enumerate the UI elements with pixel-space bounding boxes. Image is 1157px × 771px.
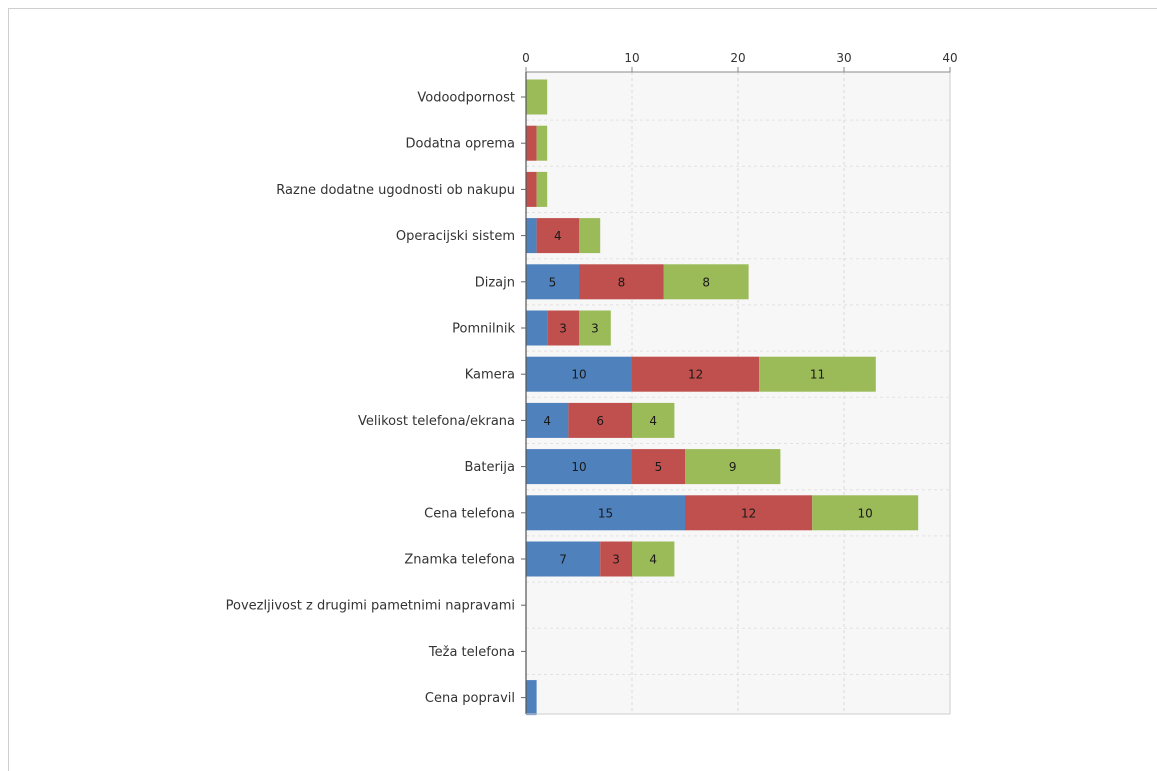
bar-segment xyxy=(632,541,675,577)
bar-segment xyxy=(685,495,813,531)
bar-segment xyxy=(526,218,537,254)
x-tick-label: 20 xyxy=(730,51,745,65)
category-label: Dodatna oprema xyxy=(405,137,515,152)
category-label: Baterija xyxy=(464,460,515,475)
bar-segment xyxy=(526,680,537,716)
category-label: Pomnilnik xyxy=(452,322,515,337)
x-tick-label: 30 xyxy=(836,51,851,65)
bar-segment xyxy=(526,495,685,531)
bar-value-label: 4 xyxy=(554,229,562,243)
bar-value-label: 4 xyxy=(649,414,657,428)
bar-value-label: 10 xyxy=(571,460,586,474)
bar-segment xyxy=(526,125,537,161)
bars xyxy=(526,79,919,716)
bar-value-label: 4 xyxy=(543,414,551,428)
bar-segment xyxy=(812,495,919,531)
bar-segment xyxy=(600,541,632,577)
category-label: Velikost telefona/ekrana xyxy=(358,414,515,429)
bar-segment xyxy=(536,171,548,207)
bar-segment xyxy=(526,264,579,300)
x-tick-label: 40 xyxy=(942,51,957,65)
bar-value-label: 8 xyxy=(618,275,626,289)
bar-value-label: 5 xyxy=(655,460,663,474)
bar-value-label: 6 xyxy=(596,414,604,428)
x-tick-label: 10 xyxy=(624,51,639,65)
category-label: Cena telefona xyxy=(424,506,515,521)
bar-value-label: 3 xyxy=(591,322,599,336)
bar-value-label: 11 xyxy=(810,368,825,382)
category-label: Kamera xyxy=(465,368,515,383)
bar-segment xyxy=(526,541,601,577)
bar-segment xyxy=(568,402,632,438)
bar-value-label: 3 xyxy=(612,553,620,567)
category-label: Povezljivost z drugimi pametnimi naprava… xyxy=(226,599,515,614)
bar-value-label: 7 xyxy=(559,553,567,567)
category-label: Dizajn xyxy=(475,275,515,290)
category-label: Znamka telefona xyxy=(404,553,515,568)
bar-segment xyxy=(632,356,760,392)
labels: 0 10 20 30 40 Vodoodpornost Dodatna oprema Razn… xyxy=(226,51,958,706)
bar-segment xyxy=(579,264,664,300)
bar-segment xyxy=(526,79,548,115)
bar-segment xyxy=(759,356,876,392)
bar-value-label: 12 xyxy=(741,506,756,520)
bar-segment xyxy=(685,449,781,485)
bar-value-label: 4 xyxy=(649,553,657,567)
bar-value-label: 15 xyxy=(598,506,613,520)
bar-segment xyxy=(536,125,548,161)
bar-value-label: 10 xyxy=(858,506,873,520)
bar-segment xyxy=(536,218,579,254)
bar-value-label: 12 xyxy=(688,368,703,382)
bar-segment xyxy=(526,449,632,485)
axes xyxy=(521,67,951,715)
category-label: Vodoodpornost xyxy=(417,91,515,106)
bar-segment xyxy=(632,402,675,438)
category-label: Razne dodatne ugodnosti ob nakupu xyxy=(276,183,515,198)
bar-segment xyxy=(547,310,579,346)
category-label: Teža telefona xyxy=(428,645,515,660)
category-label: Operacijski sistem xyxy=(396,229,515,244)
bar-value-label: 8 xyxy=(702,275,710,289)
category-label: Cena popravil xyxy=(425,691,515,706)
bar-segment xyxy=(526,356,632,392)
x-tick-label: 0 xyxy=(522,51,530,65)
bar-segment xyxy=(526,310,548,346)
bar-segment xyxy=(632,449,685,485)
bar-segment xyxy=(579,218,601,254)
bar-value-label: 9 xyxy=(729,460,737,474)
bar-segment xyxy=(663,264,749,300)
bar-value-label: 10 xyxy=(571,368,586,382)
grid-lines xyxy=(526,72,951,714)
bar-segment xyxy=(526,171,537,207)
bar-segment xyxy=(526,402,569,438)
bar-value-label: 5 xyxy=(549,275,557,289)
bar-value-label: 3 xyxy=(559,322,567,336)
bar-segment xyxy=(579,310,611,346)
chart-frame xyxy=(8,8,1157,771)
